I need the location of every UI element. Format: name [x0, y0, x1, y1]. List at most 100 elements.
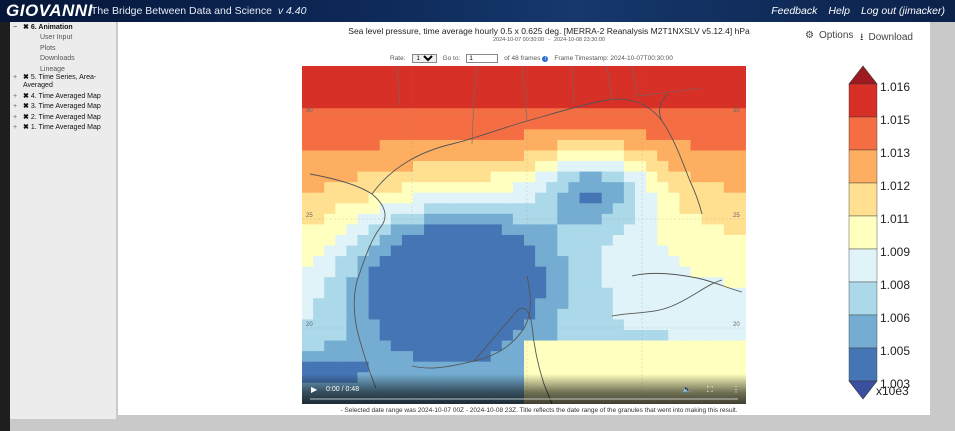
tree-node-time-averaged-map-2[interactable]: + ✖ 2. Time Averaged Map	[13, 114, 101, 122]
pressure-map: 30 30 25 25 20 20	[302, 66, 746, 404]
colorbar-tick-label: 1.005	[880, 344, 910, 358]
options-label: Options	[818, 30, 854, 41]
logout-link[interactable]: Log out (jimacker)	[860, 5, 945, 17]
fullscreen-icon[interactable]: ⛶	[707, 385, 713, 394]
latitude-label: 20	[306, 322, 313, 328]
tagline-text: The Bridge Between Data and Science	[91, 5, 272, 17]
tree-child-user-input[interactable]: User Input	[40, 34, 73, 41]
frames-text: of 48 frames	[504, 55, 541, 62]
tree-node-time-averaged-map-4[interactable]: + ✖ 4. Time Averaged Map	[13, 93, 101, 101]
tree-node-label: 6. Animation	[30, 24, 73, 31]
bottom-strip	[118, 415, 930, 431]
collapse-icon[interactable]: −	[13, 24, 18, 31]
state-borders	[396, 66, 703, 145]
date-end: 2024-10-08 23:30:00	[553, 37, 605, 43]
colorbar-segment	[848, 314, 878, 349]
top-header: GIOVANNI The Bridge Between Data and Sci…	[0, 0, 955, 22]
latitude-label: 30	[306, 108, 313, 114]
goto-frame-input[interactable]	[466, 54, 499, 63]
tree-node-animation[interactable]: − ✖ 6. Animation	[13, 24, 73, 32]
tree-node-label: 1. Time Averaged Map	[30, 124, 101, 131]
colorbar-segment	[848, 248, 878, 283]
gear-icon: ⚙	[805, 30, 814, 41]
tree-child-lineage[interactable]: Lineage	[40, 66, 65, 73]
options-button[interactable]: ⚙ Options	[805, 30, 853, 41]
rate-label: Rate:	[390, 55, 406, 62]
coastline	[309, 93, 723, 389]
download-label: Download	[868, 32, 913, 43]
goto-label: Go to:	[442, 55, 461, 62]
latitude-label: 25	[306, 213, 313, 219]
feedback-link[interactable]: Feedback	[771, 5, 818, 17]
expand-icon[interactable]: +	[13, 124, 18, 131]
volume-icon[interactable]: 🔈	[682, 385, 692, 394]
delete-icon[interactable]: ✖	[23, 114, 29, 121]
result-panel: Sea level pressure, time average hourly …	[118, 22, 930, 415]
colorbar-segment	[848, 116, 878, 151]
colorbar-min-arrow	[848, 380, 878, 400]
delete-icon[interactable]: ✖	[23, 74, 29, 81]
colorbar-segment	[848, 182, 878, 217]
plot-title: Sea level pressure, time average hourly …	[348, 26, 750, 36]
colorbar-segment	[848, 83, 878, 118]
colorbar-segment	[848, 215, 878, 250]
colorbar-tick-label: 1.012	[880, 179, 910, 193]
result-caption: - Selected date range was 2024-10-07 00Z…	[340, 407, 738, 414]
expand-icon[interactable]: +	[13, 93, 18, 100]
colorbar-tick-label: 1.009	[880, 245, 910, 259]
colorbar-max-arrow	[848, 65, 878, 85]
video-progress-bar[interactable]	[310, 398, 738, 400]
header-links: Feedback Help Log out (jimacker)	[771, 5, 945, 17]
latitude-label: 20	[733, 322, 740, 328]
more-options-icon[interactable]: ⋮	[732, 385, 740, 394]
delete-icon[interactable]: ✖	[23, 103, 29, 110]
colorbar-tick-label: 1.011	[880, 212, 909, 226]
colorbar-unit-label: x10e3	[876, 384, 909, 398]
tree-node-label: 5. Time Series, Area-Averaged	[23, 74, 97, 89]
pressure-grid	[302, 66, 746, 404]
tree-node-time-series[interactable]: + ✖ 5. Time Series, Area-Averaged	[13, 74, 111, 90]
video-controls: ▶ 0:00 / 0:48 🔈 ⛶ ⋮	[302, 374, 746, 404]
giovanni-logo[interactable]: GIOVANNI	[6, 1, 93, 20]
colorbar-tick-label: 1.013	[880, 146, 910, 160]
date-separator: -	[548, 37, 550, 43]
colorbar-segment	[848, 347, 878, 382]
delete-icon[interactable]: ✖	[23, 124, 29, 131]
history-sidebar: − ✖ 6. Animation User Input Plots Downloa…	[10, 22, 116, 419]
expand-icon[interactable]: +	[13, 103, 18, 110]
colorbar-tick-label: 1.003	[880, 377, 910, 391]
tree-node-time-averaged-map-1[interactable]: + ✖ 1. Time Averaged Map	[13, 124, 101, 132]
tree-node-label: 2. Time Averaged Map	[30, 114, 101, 121]
tree-child-plots[interactable]: Plots	[40, 45, 56, 52]
latitude-label: 30	[733, 108, 740, 114]
yucatan-outline	[473, 307, 553, 404]
colorbar-tick-label: 1.006	[880, 311, 910, 325]
colorbar-tick-label: 1.008	[880, 278, 910, 292]
rate-select[interactable]: 1x	[411, 54, 437, 63]
help-link[interactable]: Help	[828, 5, 850, 17]
tree-child-downloads[interactable]: Downloads	[40, 55, 75, 62]
tree-node-label: 3. Time Averaged Map	[30, 103, 101, 110]
download-button[interactable]: ⭳ Download	[860, 30, 913, 47]
animation-map: 30 30 25 25 20 20 ▶ 0:00 / 0:48 🔈 ⛶ ⋮	[302, 66, 746, 404]
colorbar-segment	[848, 149, 878, 184]
delete-icon[interactable]: ✖	[23, 24, 29, 31]
expand-icon[interactable]: +	[13, 74, 18, 81]
colorbar: 1.016 1.015 1.013 1.012 1.011 1.009 1.008 1.006…	[844, 62, 924, 407]
version-label: v 4.40	[277, 5, 307, 17]
video-time: 0:00 / 0:48	[326, 386, 360, 393]
colorbar-graphic: 1.016 1.015 1.013 1.012 1.011 1.009 1.008 1.006…	[848, 65, 910, 400]
info-icon[interactable]: i	[542, 56, 549, 62]
tree-node-time-averaged-map-3[interactable]: + ✖ 3. Time Averaged Map	[13, 103, 101, 111]
frame-timestamp: Frame Timestamp: 2024-10-07T00:30:00	[554, 55, 673, 62]
delete-icon[interactable]: ✖	[23, 93, 29, 100]
date-start: 2024-10-07 00:30:00	[493, 37, 545, 43]
colorbar-tick-label: 1.015	[880, 113, 910, 127]
download-icon: ⭳	[860, 32, 864, 43]
expand-icon[interactable]: +	[13, 114, 18, 121]
colorbar-segment	[848, 281, 878, 316]
cuba-outline	[631, 272, 743, 293]
tree-node-label: 4. Time Averaged Map	[30, 93, 101, 100]
play-icon[interactable]: ▶	[311, 385, 318, 394]
